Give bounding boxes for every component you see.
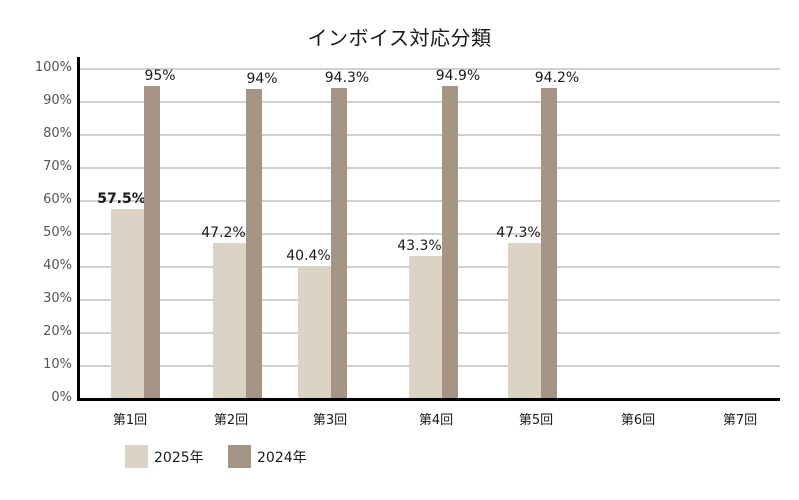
bar-2025年 <box>213 243 246 399</box>
data-label: 94.9% <box>435 67 481 84</box>
bar-2025年 <box>409 256 442 399</box>
x-tick-label: 第4回 <box>418 413 454 428</box>
x-tick-label: 第7回 <box>722 413 758 428</box>
gridline <box>78 200 780 202</box>
legend-swatch-2025 <box>125 445 148 468</box>
x-axis-line <box>77 398 780 401</box>
gridline <box>78 68 780 70</box>
bar-2025年 <box>111 209 144 399</box>
bar-2024年 <box>442 85 458 399</box>
y-tick-label: 80% <box>43 126 72 141</box>
legend-label-2024: 2024年 <box>257 449 307 466</box>
data-label: 94.3% <box>324 69 370 86</box>
data-label: 94% <box>246 70 278 87</box>
y-tick-label: 0% <box>51 390 72 405</box>
data-label: 57.5% <box>97 191 146 208</box>
data-label: 94.2% <box>534 70 580 87</box>
bar-2024年 <box>144 85 160 399</box>
gridline <box>78 233 780 235</box>
data-label: 47.3% <box>496 224 541 241</box>
y-tick-label: 70% <box>43 159 72 174</box>
x-tick-label: 第2回 <box>213 413 249 428</box>
legend-item-2025: 2025年 <box>125 445 204 468</box>
legend-label-2025: 2025年 <box>154 449 204 466</box>
gridline <box>78 134 780 136</box>
data-label: 95% <box>144 67 176 84</box>
legend-item-2024: 2024年 <box>228 445 307 468</box>
y-tick-label: 60% <box>43 192 72 207</box>
x-tick-label: 第6回 <box>620 413 656 428</box>
data-label: 43.3% <box>397 238 442 255</box>
x-tick-label: 第3回 <box>312 413 348 428</box>
y-tick-label: 50% <box>43 225 72 240</box>
y-axis-line <box>77 57 80 400</box>
data-label: 40.4% <box>286 247 331 264</box>
y-tick-label: 30% <box>43 291 72 306</box>
y-tick-label: 20% <box>43 324 72 339</box>
gridline <box>78 167 780 169</box>
y-tick-label: 100% <box>34 60 72 75</box>
y-tick-label: 90% <box>43 93 72 108</box>
bar-2025年 <box>298 265 331 399</box>
y-tick-label: 10% <box>43 357 72 372</box>
bar-2024年 <box>246 88 262 399</box>
x-tick-label: 第5回 <box>518 413 554 428</box>
bar-2024年 <box>331 87 347 399</box>
gridline <box>78 101 780 103</box>
x-tick-label: 第1回 <box>112 413 148 428</box>
bar-2025年 <box>508 242 541 399</box>
legend-swatch-2024 <box>228 445 251 468</box>
chart-title: インボイス対応分類 <box>307 26 492 50</box>
data-label: 47.2% <box>201 225 246 242</box>
y-tick-label: 40% <box>43 258 72 273</box>
bar-2024年 <box>541 88 557 399</box>
